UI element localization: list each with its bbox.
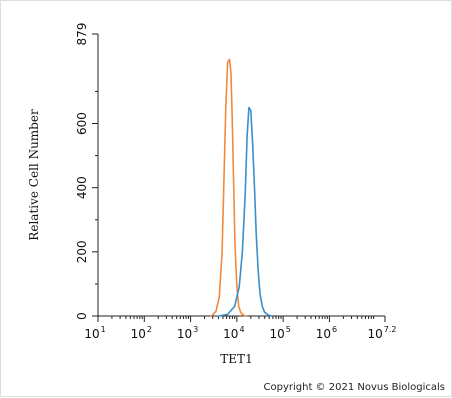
x-axis-label: TET1 (220, 352, 252, 366)
x-ticks: 101 102 103 104 105 106 107.2 (84, 316, 397, 341)
x-tick-label: 104 (223, 325, 244, 341)
axes (97, 34, 385, 317)
x-tick-label: 107.2 (367, 325, 396, 341)
y-tick-label: 200 (75, 240, 89, 263)
x-tick-label: 101 (84, 325, 105, 341)
y-tick-label: 600 (75, 112, 89, 135)
y-tick-label: 0 (75, 312, 89, 320)
x-tick-label: 106 (316, 325, 337, 341)
copyright-notice: Copyright © 2021 Novus Biologicals (263, 382, 445, 393)
y-tick-label: 879 (75, 23, 89, 46)
series-line-orange (210, 58, 247, 317)
y-axis-label: Relative Cell Number (27, 109, 41, 241)
x-tick-label: 105 (269, 325, 290, 341)
y-tick-label: 400 (75, 176, 89, 199)
x-tick-label: 103 (177, 325, 198, 341)
x-tick-label: 102 (131, 325, 152, 341)
series-group (210, 58, 273, 317)
y-ticks: 0 200 400 600 879 (75, 23, 98, 320)
series-line-blue (217, 106, 273, 317)
